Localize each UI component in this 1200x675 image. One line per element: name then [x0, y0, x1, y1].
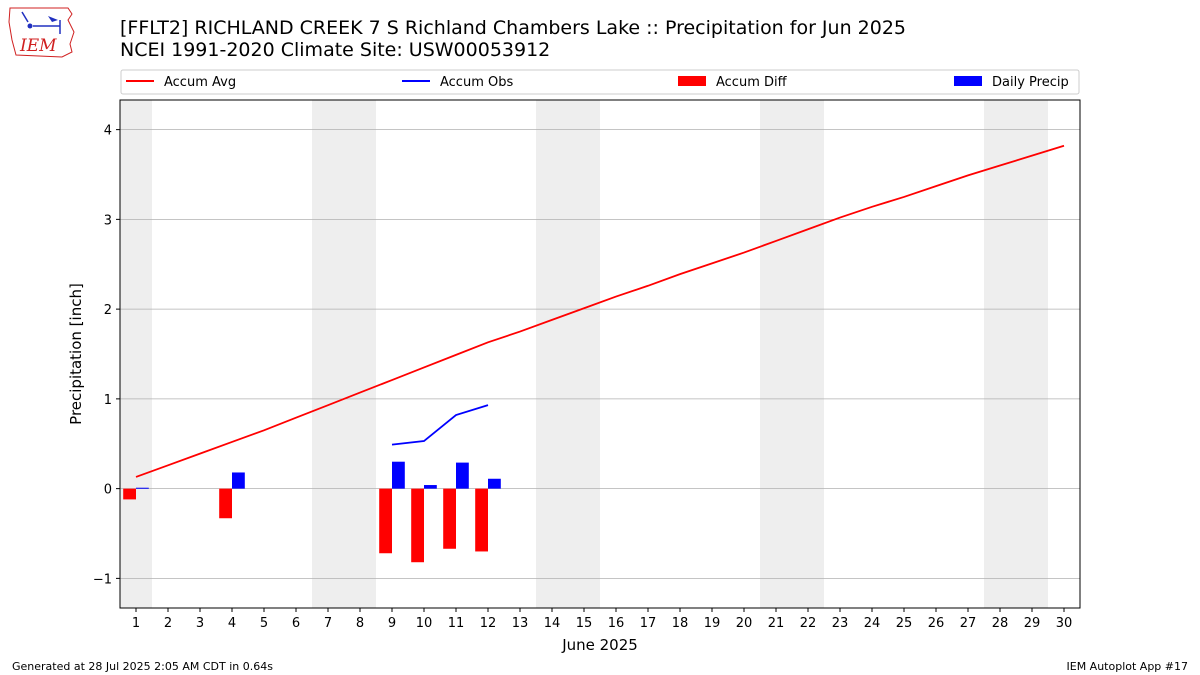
accum-diff-bar: [379, 488, 392, 554]
x-tick-label: 14: [544, 616, 561, 631]
x-tick-label: 16: [608, 616, 625, 631]
x-tick-label: 15: [576, 616, 593, 631]
weekend-band: [792, 100, 824, 608]
weekend-band: [312, 100, 344, 608]
x-tick-label: 5: [260, 616, 268, 631]
x-tick-label: 22: [800, 616, 817, 631]
daily-precip-bar: [456, 462, 469, 489]
x-axis: 1 2 3 4 5 6 7 8 9 10 11 12 13 14 15 16 17 18 19 20 21 22 23 24 2…: [132, 608, 1072, 654]
daily-precip-bar: [232, 472, 245, 489]
legend-label-accum-obs: Accum Obs: [440, 75, 513, 90]
y-axis-label: Precipitation [inch]: [67, 283, 85, 425]
daily-precip-bar: [424, 485, 437, 489]
x-tick-label: 28: [992, 616, 1009, 631]
weekend-band: [568, 100, 600, 608]
iem-logo: IEM: [8, 7, 75, 58]
generated-note: Generated at 28 Jul 2025 2:05 AM CDT in …: [12, 660, 273, 673]
x-tick-label: 20: [736, 616, 753, 631]
weekend-band: [984, 100, 1016, 608]
daily-precip-bar: [488, 478, 501, 489]
x-tick-label: 18: [672, 616, 689, 631]
logo-text: IEM: [19, 36, 57, 56]
weekend-band: [536, 100, 568, 608]
y-tick-label: 3: [104, 213, 112, 228]
legend-swatch-daily-precip: [954, 76, 982, 86]
weekend-band: [760, 100, 792, 608]
legend-label-daily-precip: Daily Precip: [992, 75, 1069, 90]
title-line-1: [FFLT2] RICHLAND CREEK 7 S Richland Cham…: [120, 17, 907, 39]
x-tick-label: 30: [1056, 616, 1073, 631]
x-tick-label: 13: [512, 616, 529, 631]
legend-swatch-accum-diff: [678, 76, 706, 86]
x-tick-label: 10: [416, 616, 433, 631]
accum-diff-bar: [219, 488, 232, 519]
y-tick-label: 0: [104, 483, 112, 498]
bars: [123, 461, 501, 563]
weekend-bands: [120, 100, 1048, 608]
weekend-band: [1016, 100, 1048, 608]
weekend-band: [344, 100, 376, 608]
y-tick-label: 2: [104, 303, 112, 318]
y-axis: −1 0 1 2 3 4 Precipitation [inch]: [67, 124, 120, 587]
x-tick-label: 29: [1024, 616, 1041, 631]
x-tick-label: 11: [448, 616, 465, 631]
y-tick-label: 4: [104, 124, 112, 139]
weekend-band: [120, 100, 152, 608]
plot-frame: [119, 99, 1081, 609]
legend-label-accum-avg: Accum Avg: [164, 75, 236, 90]
title-line-2: NCEI 1991-2020 Climate Site: USW00053912: [120, 39, 551, 61]
series-lines: [135, 144, 1065, 478]
x-tick-label: 17: [640, 616, 657, 631]
legend: Accum Avg Accum Obs Accum Diff Daily Precip: [120, 69, 1080, 95]
accum-diff-bar: [475, 488, 488, 552]
x-tick-label: 26: [928, 616, 945, 631]
accum-diff-bar: [123, 488, 136, 500]
x-tick-label: 24: [864, 616, 881, 631]
daily-precip-bar: [136, 487, 149, 489]
x-tick-label: 12: [480, 616, 497, 631]
chart-title: [FFLT2] RICHLAND CREEK 7 S Richland Cham…: [120, 17, 906, 61]
accum-diff-bar: [411, 488, 424, 563]
x-tick-label: 27: [960, 616, 977, 631]
x-tick-label: 8: [356, 616, 364, 631]
daily-precip-bar: [392, 461, 405, 489]
accum-avg-line: [135, 144, 1065, 478]
grid-lines: [120, 129, 1080, 579]
x-tick-label: 7: [324, 616, 332, 631]
y-tick-label: −1: [93, 572, 112, 587]
x-tick-label: 19: [704, 616, 721, 631]
x-axis-label: June 2025: [561, 636, 638, 654]
y-tick-label: 1: [104, 393, 112, 408]
x-tick-label: 2: [164, 616, 172, 631]
accum-diff-bar: [443, 488, 456, 549]
x-tick-label: 1: [132, 616, 140, 631]
x-tick-label: 6: [292, 616, 300, 631]
x-tick-label: 21: [768, 616, 785, 631]
accum-obs-line: [391, 404, 489, 446]
x-tick-label: 23: [832, 616, 849, 631]
x-tick-label: 25: [896, 616, 913, 631]
legend-label-accum-diff: Accum Diff: [716, 75, 788, 90]
app-note: IEM Autoplot App #17: [1066, 660, 1189, 673]
x-tick-label: 4: [228, 616, 236, 631]
x-tick-label: 9: [388, 616, 396, 631]
legend-box: [120, 69, 1080, 95]
x-tick-label: 3: [196, 616, 204, 631]
